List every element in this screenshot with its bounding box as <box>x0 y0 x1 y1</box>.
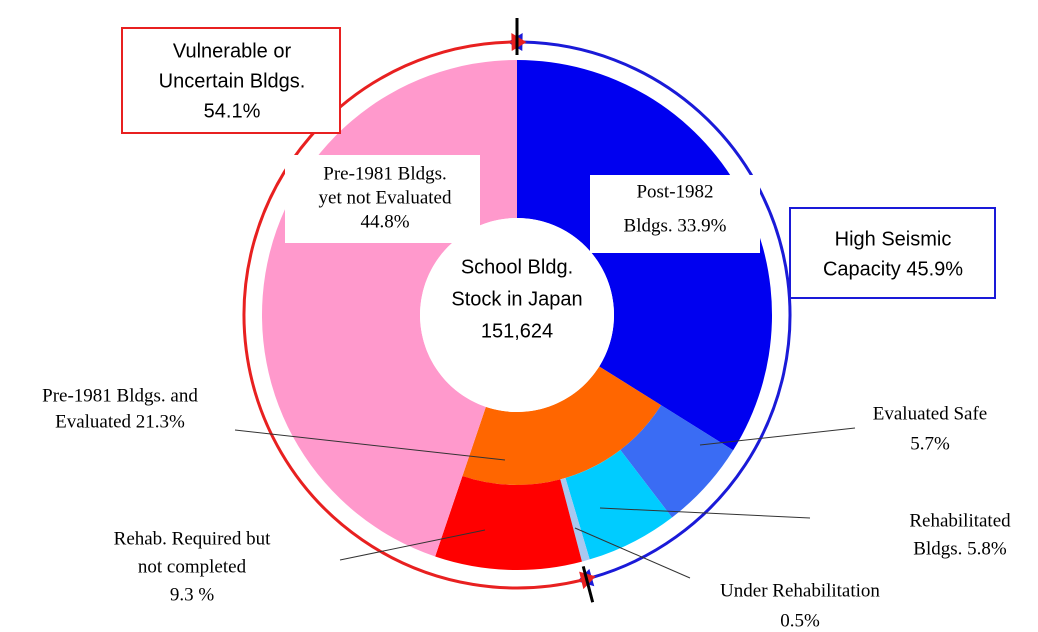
segment <box>620 405 734 518</box>
segment-label: yet not Evaluated <box>319 187 452 208</box>
center-label: Stock in Japan <box>451 288 582 310</box>
segment-label: Post-1982 <box>636 181 713 202</box>
segment-label: Under Rehabilitation <box>720 580 880 601</box>
group-label: Capacity 45.9% <box>823 258 963 280</box>
segment-label: Pre-1981 Bldgs. <box>323 163 447 184</box>
segment-label: Bldgs. 33.9% <box>624 215 727 236</box>
segment-label: Bldgs. 5.8% <box>913 538 1007 559</box>
segment-label: Evaluated 21.3% <box>55 411 185 432</box>
center-label: School Bldg. <box>461 256 573 278</box>
leader-line <box>699 427 856 446</box>
group-label: Uncertain Bldgs. <box>159 70 306 92</box>
leader-line <box>339 529 486 561</box>
segment-label: Rehabilitated <box>909 510 1011 531</box>
segment <box>560 477 590 562</box>
leader-line <box>574 527 691 579</box>
center-hole <box>420 218 614 412</box>
segment-label: 44.8% <box>360 211 409 232</box>
group-label: Vulnerable or <box>173 40 292 62</box>
label-box <box>285 155 480 243</box>
segment-label: 0.5% <box>780 610 820 631</box>
group-box <box>789 207 996 299</box>
group-box <box>121 27 341 134</box>
arrowhead <box>511 33 527 52</box>
label-box <box>590 175 760 253</box>
leader-line <box>234 429 506 461</box>
segment-label: Rehab. Required but <box>114 528 271 549</box>
divider-tick <box>581 566 595 603</box>
center-label: 151,624 <box>481 320 553 342</box>
group-label: 54.1% <box>204 100 261 122</box>
segment-label: 5.7% <box>910 433 950 454</box>
leader-line <box>599 507 811 519</box>
segment-label: 9.3 % <box>170 584 215 605</box>
segment <box>462 366 662 485</box>
segment <box>565 449 673 560</box>
segment-label: Pre-1981 Bldgs. and <box>42 385 198 406</box>
segment-label: not completed <box>138 556 247 577</box>
segment <box>435 476 582 570</box>
segment-label: Evaluated Safe <box>873 403 987 424</box>
segment <box>517 60 773 451</box>
group-arc <box>522 40 792 579</box>
group-label: High Seismic <box>835 228 952 250</box>
group-arc <box>242 40 582 590</box>
